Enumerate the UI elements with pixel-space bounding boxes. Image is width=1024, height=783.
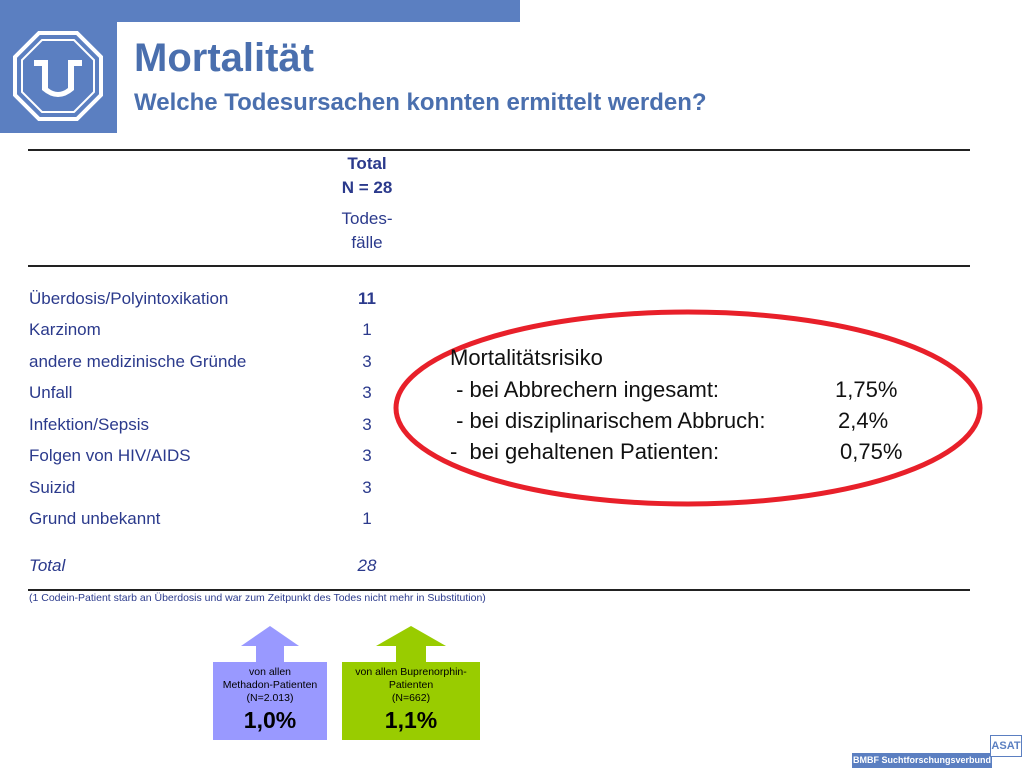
table-row-value: 3 — [362, 352, 372, 371]
table-bottom-rule — [28, 589, 970, 591]
methadon-line-1: von allen — [248, 666, 292, 678]
risk-line-2: - bei disziplinarischem Abbruch: — [450, 408, 766, 433]
col-header-sub2: fälle — [351, 233, 383, 252]
table-row-value: 3 — [362, 478, 372, 497]
table-row-label: Folgen von HIV/AIDS — [29, 446, 191, 465]
table-total-value: 28 — [357, 556, 377, 575]
buprenorphin-line-1: von allen Buprenorphin- — [355, 666, 467, 678]
table-row-label: Infektion/Sepsis — [29, 415, 150, 434]
top-bar — [0, 0, 520, 22]
risk-value-1: 1,75% — [835, 377, 898, 402]
table-row-label: Suizid — [29, 478, 76, 497]
table-row-value: 3 — [362, 446, 372, 465]
methadon-box: von allen Methadon-Patienten (N=2.013) 1… — [213, 666, 327, 735]
buprenorphin-value: 1,1% — [384, 707, 438, 733]
buprenorphin-line-3: (N=662) — [391, 692, 431, 704]
asat-logo: ASAT — [990, 735, 1022, 757]
table-row-label: Grund unbekannt — [29, 509, 161, 528]
col-header-n: N = 28 — [341, 178, 393, 197]
col-header-sub1: Todes- — [341, 209, 393, 228]
col-header-total: Total — [347, 154, 387, 173]
table-footnote: (1 Codein-Patient starb an Überdosis und… — [29, 592, 486, 604]
octagon-logo-icon — [13, 31, 103, 121]
table-row-value: 3 — [362, 383, 372, 402]
university-logo — [0, 22, 117, 133]
buprenorphin-arrow-icon — [342, 626, 480, 740]
table-total-label: Total — [29, 556, 66, 575]
page-subtitle: Welche Todesursachen konnten ermittelt w… — [134, 89, 707, 116]
table-row-label: Überdosis/Polyintoxikation — [29, 289, 229, 308]
table-top-rule — [28, 149, 970, 151]
risk-value-2: 2,4% — [838, 408, 889, 433]
table-row-value: 11 — [358, 289, 376, 308]
table-row-label: Karzinom — [29, 320, 101, 339]
methadon-line-3: (N=2.013) — [246, 692, 294, 704]
table-row-label: andere medizinische Gründe — [29, 352, 247, 371]
page-title: Mortalität — [134, 36, 314, 80]
methadon-value: 1,0% — [243, 707, 297, 733]
table-row-value: 1 — [362, 320, 372, 339]
risk-heading: Mortalitätsrisiko — [450, 345, 603, 370]
table-row-label: Unfall — [29, 383, 73, 402]
methadon-line-2: Methadon-Patienten — [222, 679, 318, 691]
footer-brand: BMBF Suchtforschungsverbund ASAT — [852, 753, 992, 780]
risk-line-3: - bei gehaltenen Patienten: — [450, 439, 720, 464]
table-row-value: 3 — [362, 415, 372, 434]
buprenorphin-box: von allen Buprenorphin- Patienten (N=662… — [342, 666, 480, 735]
risk-value-3: 0,75% — [840, 439, 903, 464]
risk-line-1: - bei Abbrechern ingesamt: — [450, 377, 720, 402]
methadon-arrow-icon — [213, 626, 327, 740]
highlight-ellipse — [393, 309, 983, 507]
table-row-value: 1 — [362, 509, 372, 528]
buprenorphin-line-2: Patienten — [388, 679, 434, 691]
table-header-rule — [28, 265, 970, 267]
